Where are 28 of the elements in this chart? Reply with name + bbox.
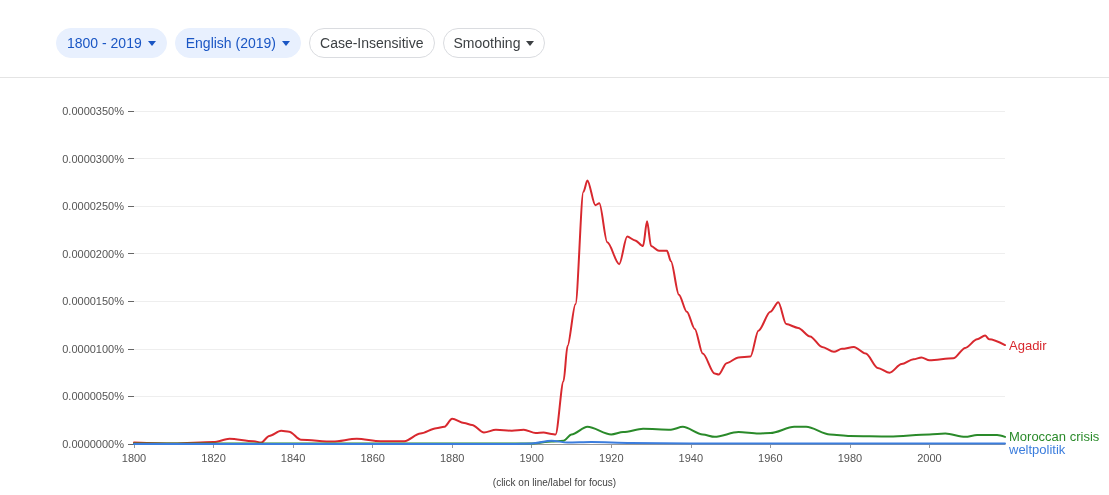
y-tick-label: 0.0000000% <box>62 438 125 450</box>
x-tick-label: 1980 <box>837 451 863 464</box>
y-tick-label: 0.0000250% <box>62 200 125 213</box>
x-tick-label: 1800 <box>121 451 147 464</box>
series-label: Moroccan crisis <box>1009 429 1100 445</box>
x-tick-label: 1860 <box>360 451 385 464</box>
y-tick-label: 0.0000150% <box>62 295 125 308</box>
y-tick-label: 0.0000200% <box>62 247 125 260</box>
y-tick-label: 0.0000300% <box>62 152 125 165</box>
text: 1800 - 2019 <box>67 35 142 51</box>
x-tick-label: 1820 <box>201 451 226 464</box>
x-tick-label: 1940 <box>678 451 704 464</box>
x-tick-label: 1900 <box>519 451 544 464</box>
y-tick-label: 0.0000100% <box>62 342 125 355</box>
text: English (2019) <box>185 35 277 51</box>
y-tick-label: 0.0000350% <box>62 105 125 117</box>
x-tick-label: 2000 <box>917 451 942 464</box>
text: Case-Insensitive <box>320 35 424 51</box>
series-label: weltpolitik <box>1008 442 1066 458</box>
text: Smoothing <box>453 35 521 51</box>
x-tick-label: 1920 <box>599 451 624 464</box>
line-series <box>133 179 1006 445</box>
x-tick-label: 1960 <box>758 451 783 464</box>
text: (click on line/label for focus) <box>491 477 618 488</box>
x-tick-label: 1880 <box>439 451 465 464</box>
series-label: Agadir <box>1009 337 1048 353</box>
y-tick-label: 0.0000050% <box>62 390 125 403</box>
x-tick-label: 1840 <box>280 451 306 464</box>
